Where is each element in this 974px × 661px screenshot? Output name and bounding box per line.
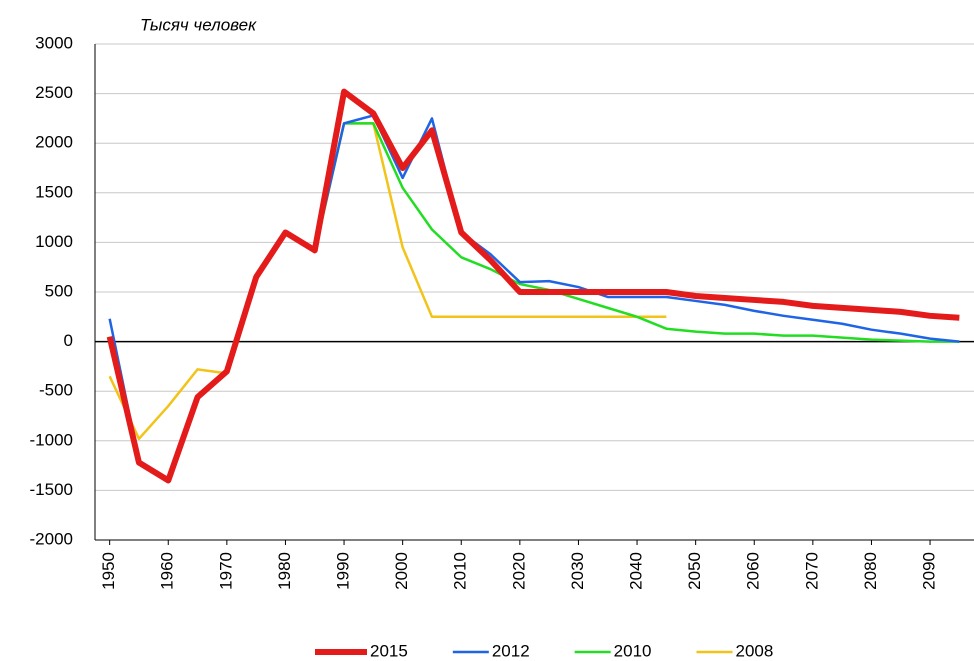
x-tick-label: 2000 (392, 552, 411, 590)
x-tick-label: 2010 (451, 552, 470, 590)
x-tick-label: 2090 (920, 552, 939, 590)
y-tick-label: 500 (45, 281, 73, 300)
x-tick-label: 2020 (509, 552, 528, 590)
x-tick-label: 1960 (158, 552, 177, 590)
y-tick-label: -2000 (30, 529, 73, 548)
legend-label: 2015 (370, 641, 408, 660)
x-tick-label: 1980 (275, 552, 294, 590)
y-tick-label: -1000 (30, 430, 73, 449)
legend-label: 2008 (735, 641, 773, 660)
x-tick-label: 2040 (627, 552, 646, 590)
x-tick-label: 2050 (685, 552, 704, 590)
x-tick-label: 1970 (216, 552, 235, 590)
series-line (106, 88, 960, 484)
x-tick-label: 1990 (334, 552, 353, 590)
x-tick-label: 2070 (802, 552, 821, 590)
y-tick-label: -1500 (30, 480, 73, 499)
series-line (108, 122, 960, 482)
series-line (108, 114, 960, 480)
x-tick-label: 2060 (744, 552, 763, 590)
y-tick-label: 1000 (35, 232, 73, 251)
y-tick-label: 0 (64, 331, 73, 350)
legend-label: 2012 (492, 641, 530, 660)
x-tick-label: 2080 (861, 552, 880, 590)
legend-label: 2010 (614, 641, 652, 660)
axis-title: Тысяч человек (140, 15, 257, 34)
y-tick-label: -500 (39, 381, 73, 400)
y-tick-label: 3000 (35, 33, 73, 52)
y-tick-label: 2000 (35, 133, 73, 152)
series-line (108, 122, 667, 441)
y-tick-label: 2500 (35, 83, 73, 102)
x-tick-label: 2030 (568, 552, 587, 590)
x-tick-label: 1950 (99, 552, 118, 590)
y-tick-label: 1500 (35, 182, 73, 201)
